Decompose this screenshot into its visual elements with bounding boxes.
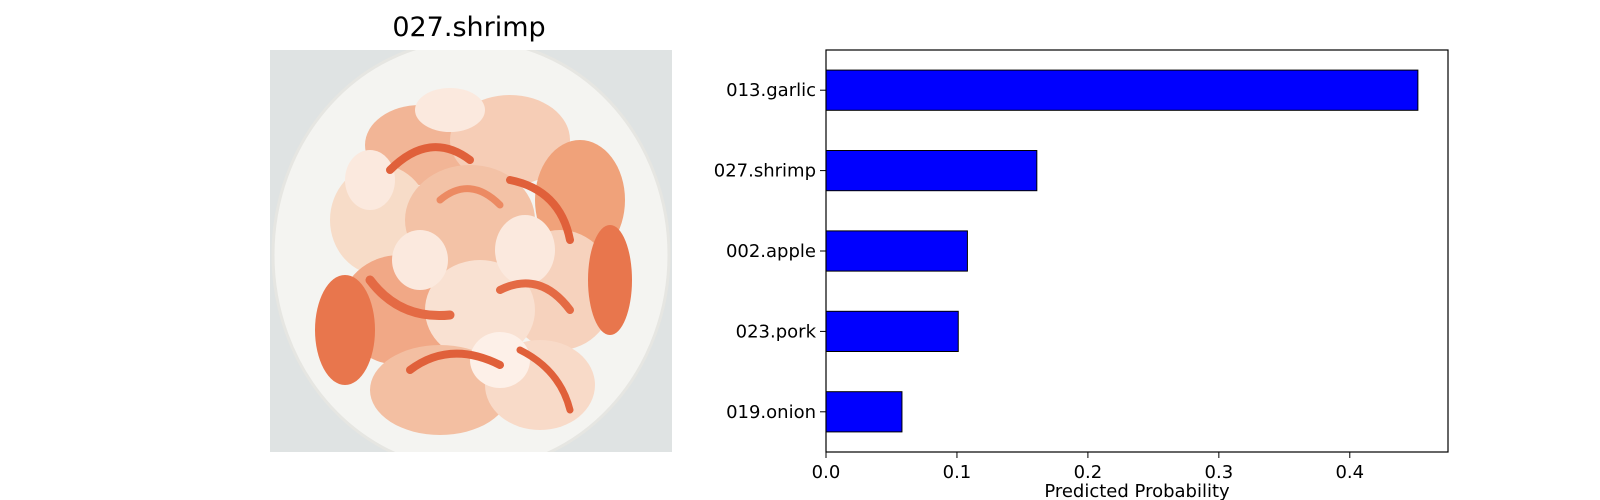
image-title: 027.shrimp [392,12,546,43]
y-tick-label: 002.apple [726,241,816,262]
x-tick-label: 0.1 [943,462,972,483]
shrimp-photo [270,50,672,452]
x-tick-label: 0.3 [1205,462,1234,483]
y-axis: 013.garlic 027.shrimp 002.apple 023.pork 019… [714,80,826,423]
y-tick-label: 019.onion [726,402,816,423]
y-tick-label: 013.garlic [726,80,816,101]
bar-019-onion [825,391,903,433]
bars-group [825,69,1419,433]
bar-013-garlic [825,69,1419,111]
bar-002-apple [825,230,968,272]
x-axis: 0.0 0.1 0.2 0.3 0.4 [812,452,1364,483]
bar-023-pork [825,310,959,352]
shrimp-on-plate-illustration [270,50,672,452]
x-tick-label: 0.4 [1335,462,1364,483]
x-tick-label: 0.2 [1074,462,1103,483]
y-tick-label: 027.shrimp [714,161,816,182]
shrimp-pile [315,88,632,435]
bar-027-shrimp [825,150,1038,192]
y-tick-label: 023.pork [736,321,817,342]
x-axis-label: Predicted Probability [1044,481,1230,500]
x-tick-label: 0.0 [812,462,841,483]
